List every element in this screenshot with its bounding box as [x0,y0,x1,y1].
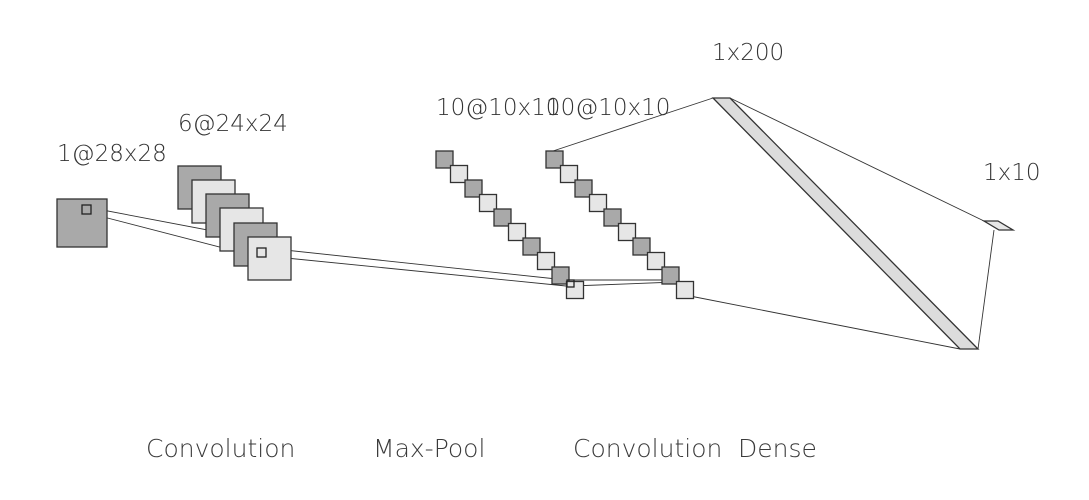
pool-to-conv2-line-bottom [571,281,677,287]
connection-lines [91,97,995,350]
conv2-feature-map [545,150,564,169]
pool-layer [435,150,585,300]
op-label-dense: Dense [738,434,817,463]
conv2-feature-map [559,164,579,184]
pool-feature-map [536,251,556,271]
pool-feature-map [449,164,469,184]
output-layer-bar [981,220,1016,231]
conv2-feature-map [574,179,593,198]
op-label-max-pool: Max-Pool [373,434,485,463]
conv1-kernel-window [256,247,267,258]
conv2-layer [545,150,695,300]
op-label-convolution-1: Convolution [146,434,295,463]
pool-feature-map [507,222,527,242]
pool-feature-map [435,150,454,169]
conv2-feature-map [661,266,680,285]
output-dim-label: 1x10 [983,160,1041,186]
conv1-layer [177,165,292,281]
input-kernel-window [81,204,92,215]
pool-dim-label: 10@10x10 [436,95,560,121]
dense-to-output-line-bottom [977,229,995,350]
input-layer [56,198,108,248]
conv2-feature-map [588,193,608,213]
dense-to-output-line-top [729,97,985,222]
pool-feature-map [493,208,512,227]
pool-feature-map [551,266,570,285]
dense-dim-label: 1x200 [712,40,784,66]
input-dim-label: 1@28x28 [57,141,167,167]
conv2-feature-map [603,208,622,227]
conv2-feature-map [646,251,666,271]
pool-feature-map [522,237,541,256]
conv1-feature-map [247,236,292,281]
dense-layer-bar [711,97,980,350]
pool-kernel-window [566,279,575,288]
op-label-convolution-2: Convolution [573,434,722,463]
pool-feature-map [565,280,585,300]
conv1-to-pool-line-bottom [265,255,567,287]
conv2-feature-map [675,280,695,300]
conv2-feature-map [617,222,637,242]
conv1-dim-label: 6@24x24 [178,111,288,137]
pool-feature-map [464,179,483,198]
conv2-to-dense-line-top [552,97,714,152]
conv1-to-pool-line-top [265,247,567,281]
conv2-feature-map [632,237,651,256]
conv2-to-dense-line-bottom [689,295,961,350]
conv2-dim-label: 10@10x10 [546,95,670,121]
pool-feature-map [478,193,498,213]
